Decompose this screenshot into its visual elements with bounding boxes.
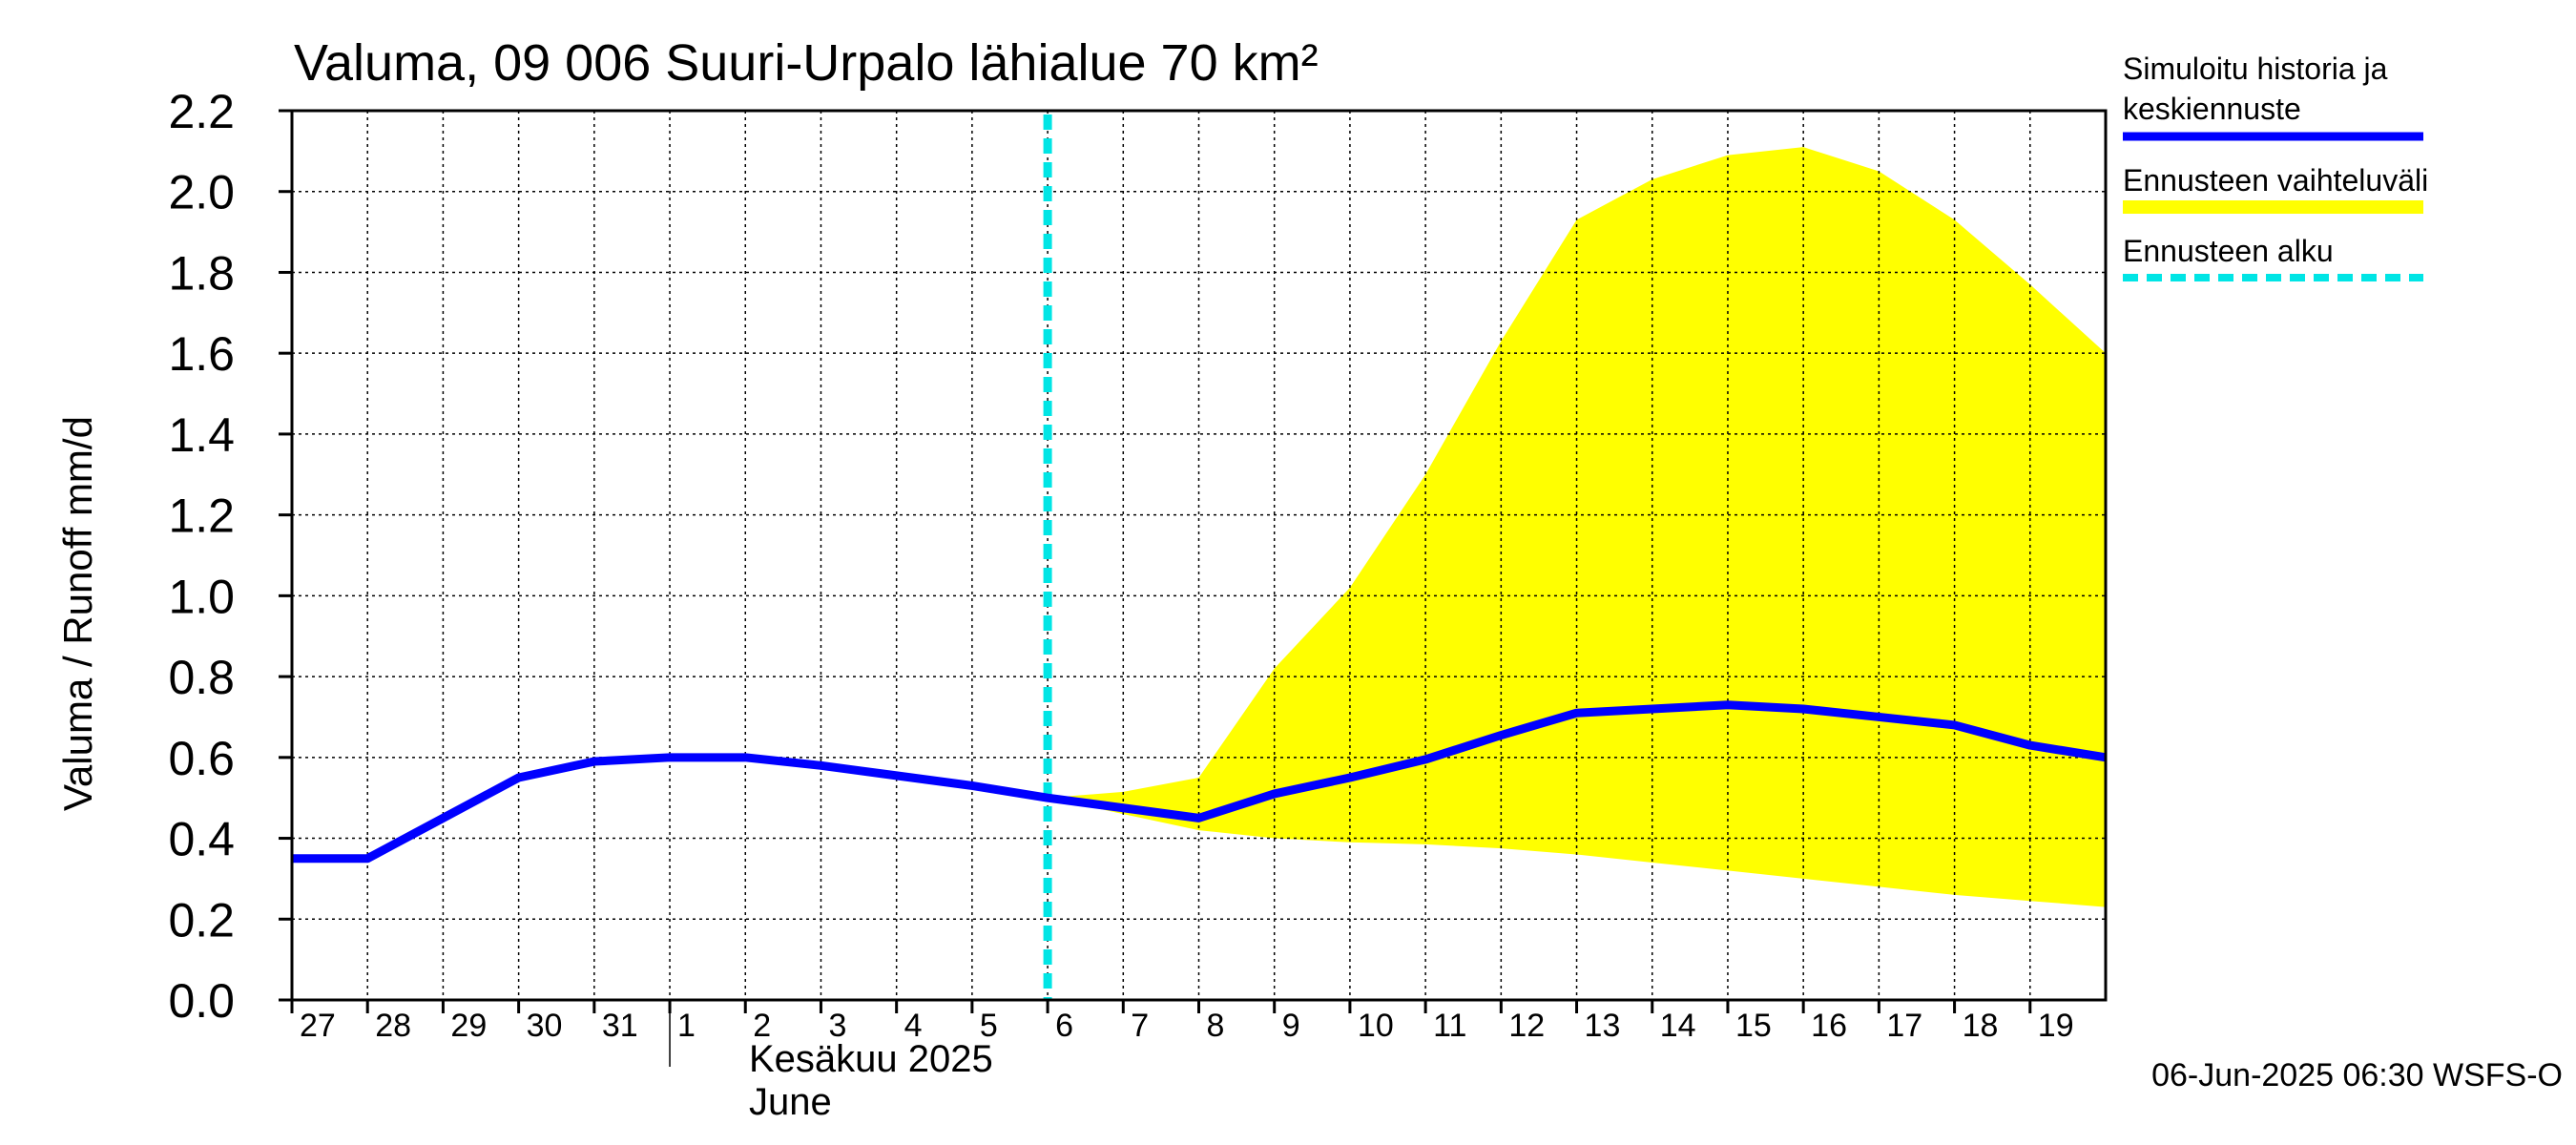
legend-label-median: Simuloitu historia ja xyxy=(2123,52,2388,86)
legend-label-forecast-start: Ennusteen alku xyxy=(2123,234,2334,268)
y-tick-label: 1.4 xyxy=(168,408,235,462)
x-tick-label: 2 xyxy=(753,1008,771,1044)
month-label-fi: Kesäkuu 2025 xyxy=(749,1038,993,1080)
series-group xyxy=(292,700,2107,864)
x-tick-label: 8 xyxy=(1207,1008,1225,1044)
series-line-median xyxy=(292,700,2107,864)
x-tick-label: 29 xyxy=(450,1008,487,1044)
x-tick-label: 7 xyxy=(1131,1008,1149,1044)
y-axis-label: Valuma / Runoff mm/d xyxy=(55,416,100,811)
y-tick-label: 0.4 xyxy=(168,813,235,866)
y-tick-label: 0.2 xyxy=(168,893,235,947)
x-tick-label: 19 xyxy=(2038,1008,2074,1044)
timestamp-footer: 06-Jun-2025 06:30 WSFS-O xyxy=(2151,1057,2563,1093)
month-label-en: June xyxy=(749,1081,832,1123)
x-tick-label: 16 xyxy=(1811,1008,1847,1044)
legend-label-range: Ennusteen vaihteluväli xyxy=(2123,163,2428,198)
y-axis: 0.0 0.2 0.4 0.6 0.8 1.0 1.2 1.4 1.6 1.8 2.0 2.2 xyxy=(168,85,292,1028)
y-tick-label: 0.8 xyxy=(168,651,235,704)
y-tick-label: 1.0 xyxy=(168,570,235,623)
x-tick-label: 1 xyxy=(677,1008,696,1044)
y-tick-label: 0.6 xyxy=(168,732,235,785)
y-tick-label: 1.8 xyxy=(168,246,235,300)
y-tick-label: 1.2 xyxy=(168,489,235,543)
x-tick-label: 17 xyxy=(1886,1008,1922,1044)
x-tick-label: 3 xyxy=(828,1008,846,1044)
x-tick-label: 30 xyxy=(527,1008,563,1044)
x-tick-label: 4 xyxy=(904,1008,923,1044)
x-tick-label: 11 xyxy=(1433,1008,1466,1044)
x-tick-label: 14 xyxy=(1660,1008,1696,1044)
y-tick-label: 2.2 xyxy=(168,85,235,138)
x-tick-label: 18 xyxy=(1963,1008,1999,1044)
legend: Simuloitu historia ja keskiennuste Ennuste… xyxy=(2123,52,2428,281)
y-tick-label: 1.6 xyxy=(168,327,235,381)
x-tick-label: 31 xyxy=(602,1008,638,1044)
chart-title: Valuma, 09 006 Suuri-Urpalo lähialue 70 … xyxy=(294,34,1319,92)
x-tick-label: 27 xyxy=(300,1008,336,1044)
x-tick-label: 12 xyxy=(1508,1008,1545,1044)
x-tick-label: 28 xyxy=(375,1008,411,1044)
x-tick-label: 5 xyxy=(980,1008,998,1044)
x-tick-label: 9 xyxy=(1282,1008,1300,1044)
x-tick-label: 13 xyxy=(1585,1008,1621,1044)
x-tick-label: 15 xyxy=(1735,1008,1772,1044)
x-tick-label: 6 xyxy=(1055,1008,1073,1044)
x-tick-label: 10 xyxy=(1358,1008,1394,1044)
x-axis: 27 28 29 30 31 1 2 3 4 5 6 7 8 9 10 11 12 13 14 15 16 17 18 19 xyxy=(290,1000,2074,1067)
y-tick-label: 0.0 xyxy=(168,974,235,1028)
y-tick-label: 2.0 xyxy=(168,166,235,219)
legend-label-median-2: keskiennuste xyxy=(2123,92,2301,126)
